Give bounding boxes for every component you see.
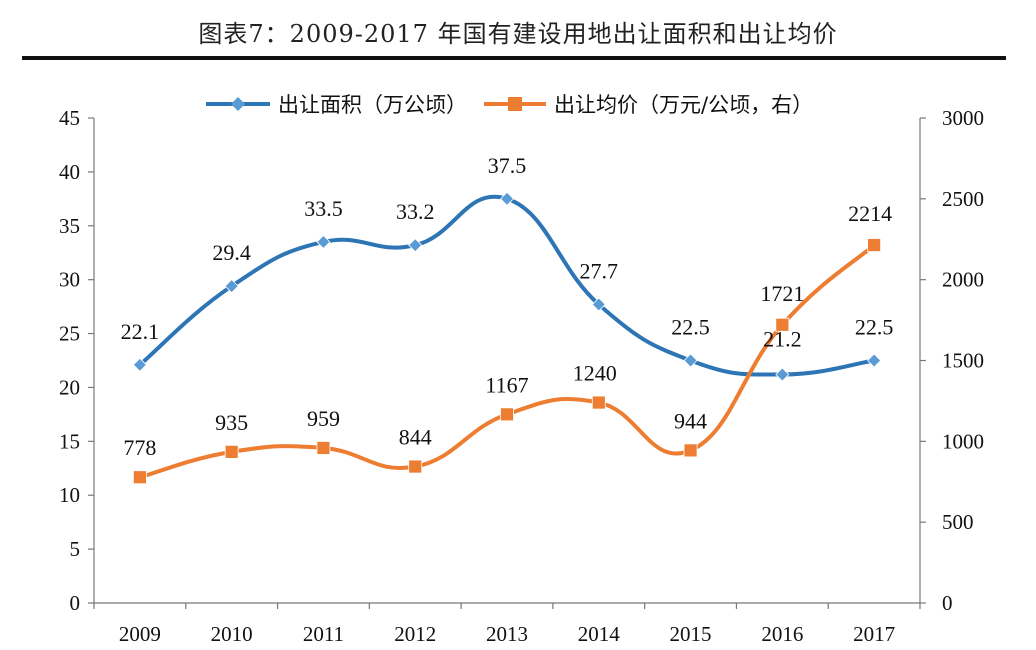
legend-price-marker — [508, 97, 522, 111]
y-left-tick-label: 40 — [59, 160, 80, 184]
x-tick-label: 2013 — [486, 622, 528, 646]
chart-legend: 出让面积（万公顷） 出让均价（万元/公顷，右） — [206, 93, 813, 117]
title-underline — [22, 56, 1006, 60]
area-data-label: 22.1 — [121, 319, 160, 344]
area-point-marker — [408, 238, 423, 253]
area-data-label: 22.5 — [671, 315, 710, 340]
area-data-label: 33.2 — [396, 199, 435, 224]
area-point-marker — [499, 191, 515, 206]
series-markers — [132, 191, 882, 485]
y-right-tick-label: 3000 — [942, 106, 984, 130]
area-data-label: 22.5 — [855, 315, 894, 340]
x-tick-label: 2014 — [578, 622, 621, 646]
price-point-marker — [683, 443, 698, 458]
price-point-marker — [500, 407, 514, 422]
data-labels: 22.1 29.4 33.5 33.2 37.5 27.7 22.5 21.2 22.5 778 9… — [121, 153, 894, 460]
y-right-tick-label: 1000 — [942, 429, 984, 453]
price-data-label: 1721 — [760, 281, 804, 306]
area-point-marker — [775, 367, 790, 382]
y-right-tick-label: 2000 — [942, 268, 984, 292]
y-left-tick-label: 25 — [59, 322, 80, 346]
area-point-marker — [591, 297, 606, 312]
price-data-label: 944 — [674, 408, 707, 433]
y-left-tick-label: 15 — [59, 429, 80, 453]
y-left-tick-label: 5 — [70, 537, 81, 561]
x-tick-label: 2012 — [394, 622, 436, 646]
area-data-label: 33.5 — [304, 196, 343, 221]
legend-price-label: 出让均价（万元/公顷，右） — [554, 93, 813, 117]
legend-area-label: 出让面积（万公顷） — [278, 93, 467, 117]
price-data-label: 959 — [307, 406, 340, 431]
price-point-marker — [132, 470, 147, 485]
price-data-label: 2214 — [848, 201, 892, 226]
price-data-label: 1240 — [573, 361, 617, 386]
price-data-label: 778 — [123, 435, 156, 460]
y-left-tick-label: 0 — [70, 591, 81, 615]
x-tick-label: 2015 — [670, 622, 712, 646]
y-right-tick-label: 500 — [942, 510, 974, 534]
area-data-label: 37.5 — [488, 153, 527, 178]
y-left-tick-label: 45 — [59, 106, 80, 130]
price-point-marker — [224, 444, 239, 459]
area-data-label: 21.2 — [763, 327, 802, 352]
price-data-label: 1167 — [485, 372, 528, 397]
x-tick-label: 2017 — [853, 622, 895, 646]
legend-area-marker — [231, 97, 245, 111]
chart-axes: 0 5 10 15 20 25 30 35 40 45 0 500 1000 1500 2000 2500 30… — [59, 106, 984, 646]
price-point-marker — [591, 395, 606, 410]
chart-title: 图表7：2009-2017 年国有建设用地出让面积和出让均价 — [198, 20, 838, 48]
x-tick-label: 2010 — [211, 622, 253, 646]
y-right-tick-label: 0 — [942, 591, 953, 615]
price-point-marker — [408, 459, 423, 474]
area-point-marker — [683, 353, 698, 368]
y-left-tick-label: 10 — [59, 483, 80, 507]
price-point-marker — [775, 317, 790, 332]
area-point-marker — [867, 353, 882, 368]
area-data-label: 27.7 — [580, 258, 619, 283]
price-data-label: 935 — [215, 410, 248, 435]
area-point-marker — [316, 234, 331, 250]
price-point-marker — [867, 238, 882, 252]
y-left-tick-label: 30 — [59, 268, 80, 292]
y-right-tick-label: 1500 — [942, 349, 984, 373]
area-point-marker — [224, 279, 239, 294]
x-tick-label: 2011 — [303, 622, 344, 646]
area-data-label: 29.4 — [212, 240, 251, 265]
y-left-tick-label: 20 — [59, 375, 80, 399]
x-tick-label: 2009 — [119, 622, 161, 646]
y-left-tick-label: 35 — [59, 214, 80, 238]
area-point-marker — [132, 357, 147, 372]
series-line-price — [137, 243, 877, 480]
y-right-tick-label: 2500 — [942, 187, 984, 211]
price-point-marker — [316, 441, 331, 455]
x-tick-label: 2016 — [761, 622, 803, 646]
price-data-label: 844 — [399, 425, 432, 450]
